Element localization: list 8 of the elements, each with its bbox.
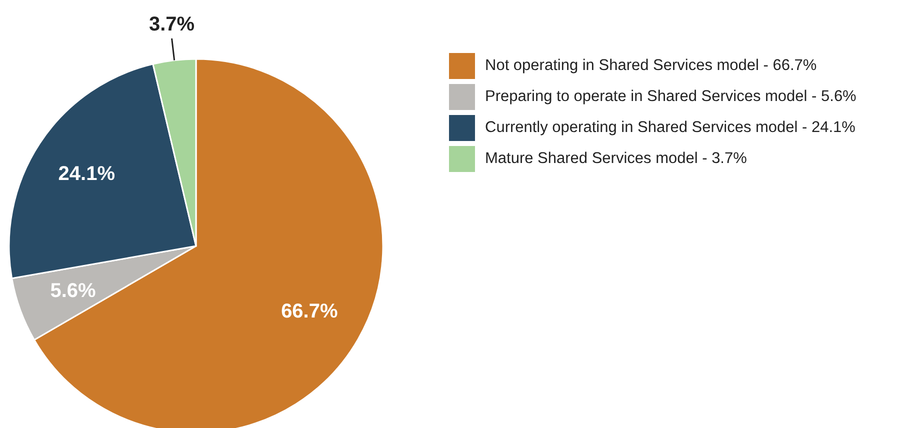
legend-label: Not operating in Shared Services model - 66.7%	[485, 57, 817, 74]
data-label: 3.7%	[148, 13, 195, 36]
legend-label: Mature Shared Services model - 3.7%	[485, 150, 747, 167]
data-label: 5.6%	[50, 280, 96, 302]
data-label: 24.1%	[58, 163, 116, 186]
legend-label: Currently operating in Shared Services model - 24.1%	[485, 119, 856, 136]
legend-label: Preparing to operate in Shared Services model - 5.6%	[485, 88, 856, 105]
data-label: 66.7%	[281, 300, 338, 322]
